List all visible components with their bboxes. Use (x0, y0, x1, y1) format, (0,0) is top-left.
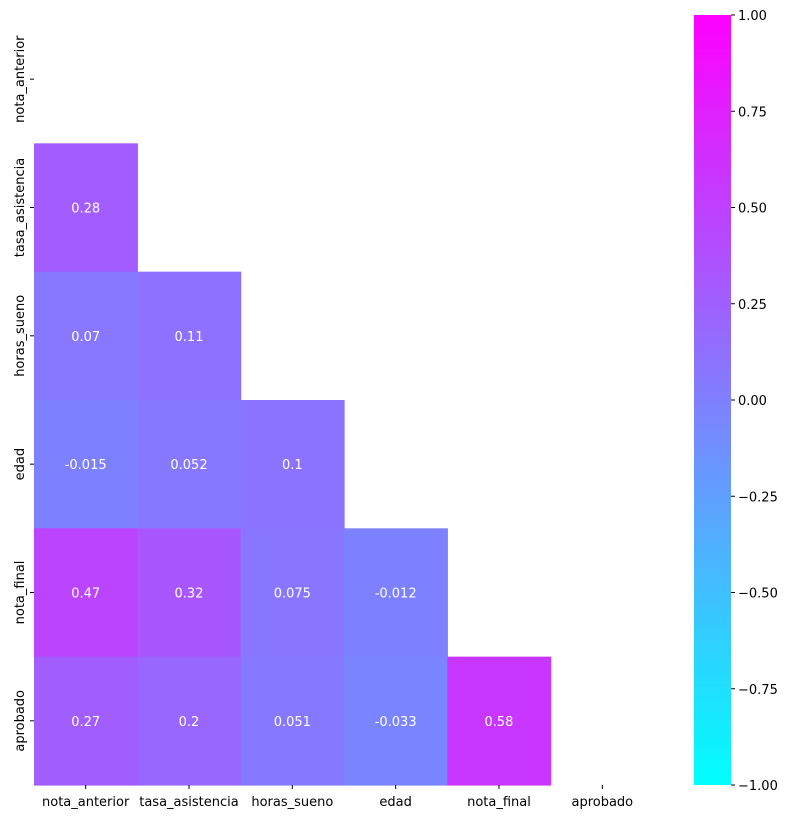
heatmap-cell (34, 656, 138, 786)
heatmap-cell (240, 399, 345, 529)
x-tick-label: edad (379, 795, 411, 810)
x-tick-label: tasa_asistencia (139, 795, 239, 810)
y-tick-label: edad (13, 448, 28, 480)
cell-value-label: -0.012 (375, 586, 417, 601)
colorbar-tick-label: −0.25 (738, 490, 778, 505)
cell-value-label: 0.051 (274, 715, 311, 730)
heatmap-cell (447, 656, 552, 786)
heatmap-cell (137, 271, 242, 401)
colorbar: 1.00 0.75 0.50 0.25 0.00 −0.25 −0.50 −0.75 −1.00 (694, 9, 778, 794)
cell-value-label: -0.015 (65, 458, 107, 473)
x-tick-label: horas_sueno (251, 795, 333, 810)
colorbar-tick-label: 0.25 (738, 298, 767, 313)
cell-value-label: 0.32 (175, 586, 204, 601)
colorbar-tick-label: 0.50 (738, 202, 767, 217)
x-tick-label: aprobado (571, 795, 633, 810)
x-tick-label: nota_anterior (42, 795, 130, 810)
colorbar-tick-label: −1.00 (738, 779, 778, 794)
cell-value-label: 0.27 (71, 715, 100, 730)
y-tick-label: nota_final (13, 561, 28, 625)
cell-value-label: 0.28 (71, 201, 100, 216)
cell-value-label: -0.033 (375, 715, 417, 730)
y-tick-label: horas_sueno (13, 295, 28, 377)
colorbar-tick-label: 0.75 (738, 105, 767, 120)
heatmap-cell (34, 143, 138, 273)
heatmap-cell (343, 528, 448, 658)
heatmap-cells: 0.28 0.07 0.11 -0.015 0.052 0.1 0.47 0.32 0.075 -… (34, 143, 552, 786)
y-tick-label: nota_anterior (13, 35, 28, 123)
cell-value-label: 0.052 (170, 458, 207, 473)
heatmap-cell (34, 528, 138, 658)
heatmap-cell (34, 271, 138, 401)
colorbar-tick-label: −0.75 (738, 683, 778, 698)
colorbar-tick-label: 1.00 (738, 9, 767, 24)
y-axis-ticks: nota_anterior tasa_asistencia horas_suenoe… (13, 35, 34, 752)
y-tick-label: tasa_asistencia (13, 158, 28, 258)
y-tick-label: aprobado (13, 690, 28, 752)
colorbar-tick-label: 0.00 (738, 394, 767, 409)
colorbar-tick-label: −0.50 (738, 587, 778, 602)
cell-value-label: 0.47 (71, 586, 100, 601)
cell-value-label: 0.2 (179, 715, 200, 730)
heatmap-cell (34, 399, 138, 529)
cell-value-label: 0.075 (274, 586, 311, 601)
heatmap-cell (343, 656, 448, 786)
x-tick-label: nota_final (467, 795, 531, 810)
heatmap-cell (240, 528, 345, 658)
x-axis-ticks: nota_anterior tasa_asistencia horas_sueno e… (42, 785, 633, 810)
heatmap-cell (240, 656, 345, 786)
heatmap-cell (137, 656, 242, 786)
colorbar-gradient (694, 15, 731, 785)
cell-value-label: 0.11 (175, 330, 204, 345)
heatmap-cell (137, 528, 242, 658)
cell-value-label: 0.07 (71, 330, 100, 345)
cell-value-label: 0.58 (485, 715, 514, 730)
cell-value-label: 0.1 (282, 458, 303, 473)
heatmap-cell (137, 399, 242, 529)
